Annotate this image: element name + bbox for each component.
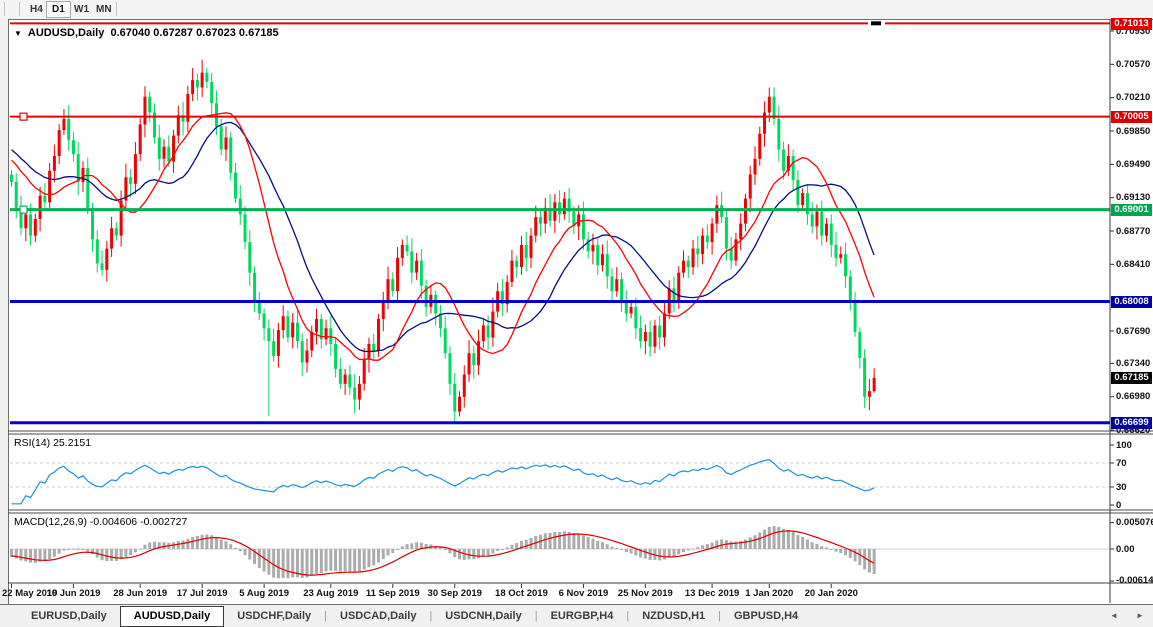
timeframe-button-h4[interactable]: H4 bbox=[30, 4, 43, 15]
hline-handle[interactable] bbox=[19, 205, 28, 214]
tab-usdchf-daily[interactable]: USDCHF,Daily bbox=[237, 610, 312, 622]
chart-header: ▼ AUDUSD,Daily 0.67040 0.67287 0.67023 0.… bbox=[14, 27, 279, 39]
date-label: 28 Jun 2019 bbox=[113, 588, 168, 599]
timeframe-toolbar: H4 D1 W1 MN bbox=[0, 0, 1153, 19]
price-axis-label: 0.68770 bbox=[1116, 225, 1151, 237]
chart-tab-bar: EURUSD,Daily AUDUSD,Daily USDCHF,Daily | USD… bbox=[0, 604, 1153, 627]
date-label: 13 Dec 2019 bbox=[684, 588, 740, 599]
rsi-axis-label: 0 bbox=[1116, 499, 1122, 511]
tab-separator: | bbox=[718, 610, 721, 622]
tab-eurusd-daily[interactable]: EURUSD,Daily bbox=[31, 610, 107, 622]
rsi-label: RSI(14) 25.2151 bbox=[14, 437, 92, 449]
ma-fast-line bbox=[11, 112, 875, 361]
price-badge-0.70005: 0.70005 bbox=[1111, 110, 1152, 123]
toolbar-separator bbox=[116, 2, 117, 16]
tab-usdcad-daily[interactable]: USDCAD,Daily bbox=[340, 610, 417, 622]
macd-axis-label: 0.00 bbox=[1116, 543, 1135, 555]
macd-label: MACD(12,26,9) -0.004606 -0.002727 bbox=[14, 516, 188, 528]
tab-scroll-right-icon[interactable]: ► bbox=[1136, 611, 1144, 620]
tab-eurgbp-h4[interactable]: EURGBP,H4 bbox=[550, 610, 614, 622]
price-axis-label: 0.66620 bbox=[1116, 424, 1151, 436]
tab-usdcnh-daily[interactable]: USDCNH,Daily bbox=[445, 610, 522, 622]
date-label: 25 Nov 2019 bbox=[617, 588, 673, 599]
price-axis-label: 0.67340 bbox=[1116, 357, 1151, 369]
price-axis-label: 0.70930 bbox=[1116, 25, 1151, 37]
price-axis-label: 0.69490 bbox=[1116, 158, 1151, 170]
macd-signal-line bbox=[11, 530, 875, 576]
hline-handle[interactable] bbox=[19, 112, 28, 121]
rsi-axis-label: 100 bbox=[1116, 439, 1132, 451]
date-label: 30 Sep 2019 bbox=[427, 588, 482, 599]
toolbar-separator bbox=[19, 2, 20, 16]
tab-separator: | bbox=[626, 610, 630, 622]
chart-dropdown-icon[interactable]: ▼ bbox=[14, 29, 22, 38]
macd-axis-label: -0.006148 bbox=[1116, 575, 1153, 587]
date-label: 18 Oct 2019 bbox=[495, 588, 548, 599]
date-label: 6 Nov 2019 bbox=[558, 588, 609, 599]
timeframe-button-w1[interactable]: W1 bbox=[74, 4, 89, 15]
rsi-line bbox=[11, 458, 875, 505]
candlesticks bbox=[10, 59, 876, 423]
price-badge-0.71013: 0.71013 bbox=[1111, 18, 1152, 30]
chart-tabs: EURUSD,Daily AUDUSD,Daily USDCHF,Daily | USD… bbox=[18, 605, 811, 627]
rsi-axis-label: 30 bbox=[1116, 481, 1127, 493]
date-label: 23 Aug 2019 bbox=[303, 588, 359, 599]
timeframe-button-d1[interactable]: D1 bbox=[46, 1, 71, 18]
chart-ohlc-values: 0.67040 0.67287 0.67023 0.67185 bbox=[110, 27, 279, 39]
date-label: 17 Jul 2019 bbox=[176, 588, 228, 599]
price-axis-label: 0.69850 bbox=[1116, 125, 1151, 137]
price-axis-label: 0.68410 bbox=[1116, 258, 1151, 270]
tab-nzdusd-h1[interactable]: NZDUSD,H1 bbox=[642, 610, 706, 622]
hline-marker[interactable] bbox=[871, 21, 881, 26]
price-axis-label: 0.70210 bbox=[1116, 92, 1151, 104]
price-badge-0.69001: 0.69001 bbox=[1111, 203, 1152, 216]
date-label: 22 May 2019 bbox=[2, 588, 58, 599]
toolbar-separator bbox=[4, 2, 5, 16]
tab-gbpusd-h4[interactable]: GBPUSD,H4 bbox=[734, 610, 799, 622]
date-label: 10 Jun 2019 bbox=[46, 588, 101, 599]
tab-scroll-left-icon[interactable]: ◄ bbox=[1110, 611, 1118, 620]
price-axis-label: 0.67690 bbox=[1116, 325, 1151, 337]
price-badge-0.67185: 0.67185 bbox=[1111, 371, 1152, 384]
date-label: 11 Sep 2019 bbox=[365, 588, 420, 599]
date-label: 5 Aug 2019 bbox=[239, 588, 289, 599]
ma-slow-line bbox=[11, 121, 875, 353]
macd-axis-label: 0.005076 bbox=[1116, 517, 1153, 529]
chart-symbol-title: AUDUSD,Daily bbox=[27, 27, 105, 39]
date-label: 1 Jan 2020 bbox=[745, 588, 794, 599]
tab-separator: | bbox=[429, 610, 433, 622]
price-axis-label: 0.69130 bbox=[1116, 192, 1151, 204]
tab-audusd-daily[interactable]: AUDUSD,Daily bbox=[119, 605, 225, 627]
rsi-axis-label: 70 bbox=[1116, 457, 1127, 469]
price-badge-0.66699: 0.66699 bbox=[1111, 416, 1152, 429]
price-axis-label: 0.66980 bbox=[1116, 391, 1151, 403]
tab-separator: | bbox=[324, 610, 328, 622]
price-axis-label: 0.70570 bbox=[1116, 58, 1151, 70]
timeframe-button-mn[interactable]: MN bbox=[96, 4, 112, 15]
tab-separator: | bbox=[534, 610, 538, 622]
macd-histogram bbox=[10, 525, 876, 579]
date-label: 20 Jan 2020 bbox=[804, 588, 858, 599]
price-badge-0.68008: 0.68008 bbox=[1111, 295, 1152, 308]
